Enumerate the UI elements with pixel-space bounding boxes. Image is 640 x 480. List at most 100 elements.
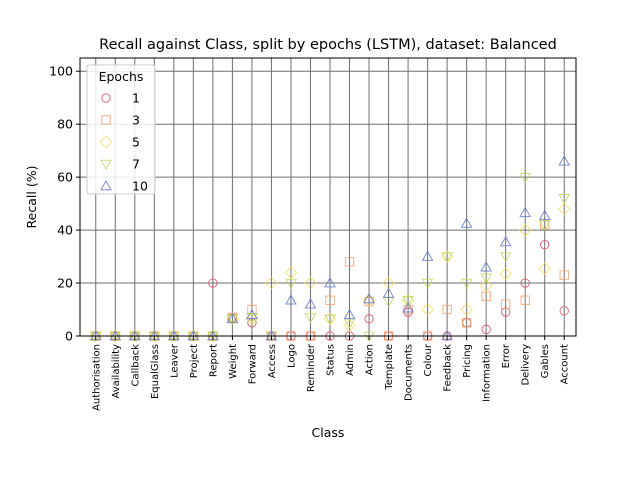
x-tick-label: Leaver xyxy=(169,343,180,378)
data-point xyxy=(382,287,395,298)
legend-label: 7 xyxy=(132,157,140,172)
data-point xyxy=(499,252,512,263)
x-tick-label: Reminder xyxy=(306,343,317,392)
x-tick-label: Template xyxy=(384,344,395,391)
data-point xyxy=(187,331,200,343)
x-tick-label: Authorisation xyxy=(91,344,102,411)
data-point xyxy=(325,295,335,305)
data-point xyxy=(128,331,141,343)
legend-title: Epochs xyxy=(99,69,144,84)
y-tick-label: 40 xyxy=(57,223,73,238)
data-point xyxy=(480,261,493,272)
data-point xyxy=(226,314,239,325)
data-point xyxy=(499,235,512,247)
data-point xyxy=(304,276,317,290)
legend-marker xyxy=(101,93,111,103)
data-point xyxy=(324,314,336,325)
data-point xyxy=(246,308,258,320)
y-tick-label: 60 xyxy=(57,170,73,185)
y-tick-label: 100 xyxy=(49,64,73,79)
data-point xyxy=(421,278,434,290)
legend-label: 10 xyxy=(132,179,148,194)
x-tick-label: Report xyxy=(208,344,219,377)
data-point xyxy=(500,299,511,309)
data-point xyxy=(285,294,297,305)
data-point xyxy=(538,262,552,275)
data-point xyxy=(421,250,434,261)
data-point xyxy=(265,331,278,343)
legend-label: 3 xyxy=(132,113,140,128)
data-point xyxy=(499,267,513,281)
data-point xyxy=(559,306,569,316)
x-tick-label: Pricing xyxy=(462,344,473,378)
data-point xyxy=(402,302,414,313)
x-tick-label: Status xyxy=(326,344,337,376)
data-point xyxy=(284,266,298,279)
legend: Epochs 1 3 5 7 10 xyxy=(86,64,156,195)
data-point xyxy=(304,298,317,309)
x-tick-label: EqualGlass xyxy=(150,344,161,399)
data-point xyxy=(479,279,493,293)
x-tick-label: Documents xyxy=(404,344,415,401)
x-tick-label: Action xyxy=(365,344,376,375)
legend-label: 1 xyxy=(132,91,140,106)
x-tick-label: Gables xyxy=(540,344,551,378)
x-tick-label: Weight xyxy=(228,344,239,379)
data-point xyxy=(89,331,102,343)
y-tick-label: 20 xyxy=(57,276,73,291)
data-point xyxy=(344,257,355,267)
data-point xyxy=(343,319,356,332)
data-point xyxy=(481,324,491,335)
legend-marker xyxy=(100,179,112,191)
x-tick-label: Callback xyxy=(130,344,141,387)
x-tick-label: Information xyxy=(482,344,493,402)
data-point xyxy=(441,252,454,263)
data-point xyxy=(558,194,571,205)
data-point xyxy=(226,312,239,324)
data-point xyxy=(363,331,375,343)
legend-marker xyxy=(101,115,111,125)
data-point xyxy=(208,278,218,288)
data-point xyxy=(460,303,474,316)
y-tick-label: 80 xyxy=(57,117,73,132)
data-point xyxy=(285,278,297,290)
x-tick-label: Error xyxy=(501,343,512,368)
data-point xyxy=(480,273,493,284)
legend-entries: 1 3 5 7 10 xyxy=(99,91,148,194)
data-point xyxy=(246,313,258,324)
y-tick-label: 0 xyxy=(65,329,73,344)
data-point xyxy=(538,209,551,220)
plot-area-frame xyxy=(79,57,577,337)
data-point xyxy=(518,223,532,237)
data-point xyxy=(460,278,473,290)
data-point xyxy=(167,331,180,343)
data-point xyxy=(519,206,532,218)
x-tick-label: Feedback xyxy=(443,344,454,392)
data-point xyxy=(421,303,434,316)
data-point xyxy=(557,202,571,216)
x-tick-label: Delivery xyxy=(521,344,532,386)
x-tick-label: Account xyxy=(560,344,571,384)
data-point xyxy=(520,278,530,288)
data-point xyxy=(559,270,569,280)
legend-box xyxy=(86,64,156,195)
x-axis-ticks: Authorisation Availability Callback EqualGl… xyxy=(91,336,571,411)
x-tick-label: Forward xyxy=(247,344,258,384)
chart-title: Recall against Class, split by epochs (L… xyxy=(99,37,557,53)
data-point xyxy=(402,295,414,307)
legend-label: 5 xyxy=(132,135,140,150)
x-axis-label: Class xyxy=(312,425,345,440)
data-point xyxy=(538,220,551,231)
legend-marker xyxy=(99,135,113,149)
data-point xyxy=(206,331,219,343)
data-point xyxy=(442,304,452,315)
data-point xyxy=(460,217,473,228)
y-axis-label: Recall (%) xyxy=(24,166,39,229)
data-point xyxy=(363,292,375,304)
data-point xyxy=(364,314,374,324)
data-point xyxy=(558,155,571,166)
x-tick-label: Logo xyxy=(286,344,297,368)
x-tick-label: Admin xyxy=(345,344,356,376)
data-point xyxy=(265,276,278,290)
